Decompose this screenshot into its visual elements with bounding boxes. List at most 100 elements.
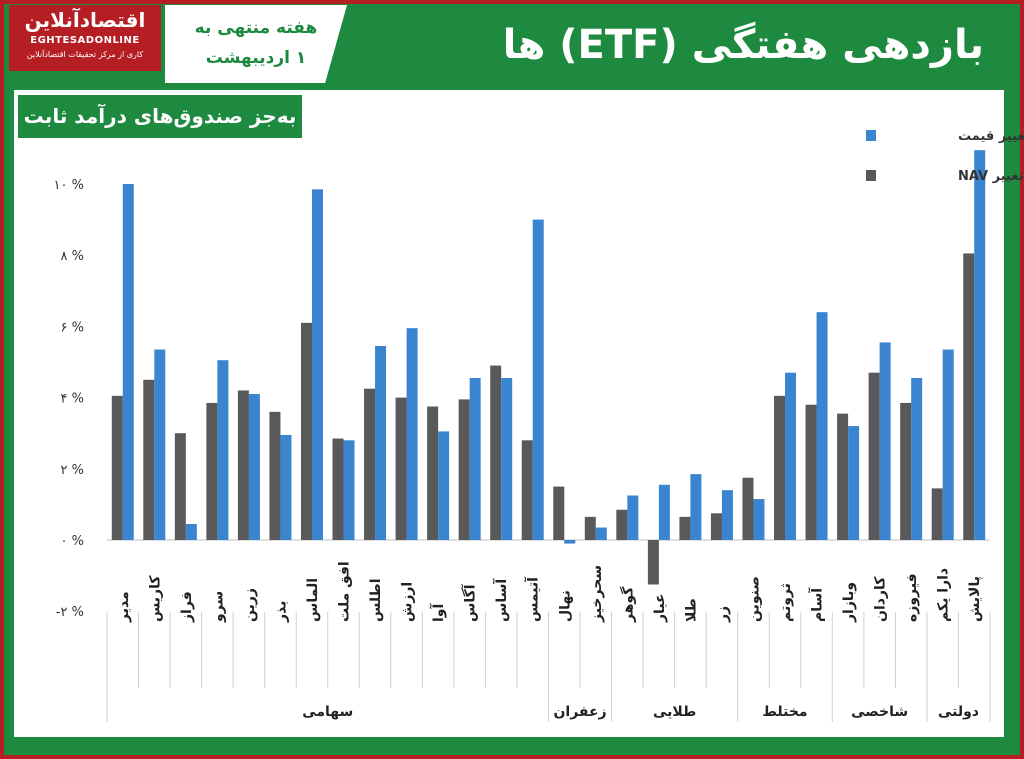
price-bar [848,426,860,540]
category-label: مدیر [116,591,132,623]
category-label: فراز [179,591,195,623]
category-label: وبازار [841,582,857,623]
y-tick-label: ۱۰ % [54,178,84,193]
nav-bar [364,388,376,540]
category-label: ثروتم [778,583,794,622]
nav-bar [521,440,533,540]
price-bar [690,474,702,540]
nav-bar [553,486,565,540]
category-label: آساس [492,578,510,622]
category-label: پالایش [967,576,983,622]
logo-site: EGHTESADONLINE [30,35,140,46]
logo-name: اقتصادآنلاین [24,8,146,32]
week-line1: هفته منتهی به [194,18,318,38]
price-bar [438,431,450,540]
y-tick-label: ۰ % [61,534,84,549]
nav-bar [174,433,186,540]
price-bar [879,342,891,540]
group-label: طلایی [653,704,696,720]
group-label: سهامی [302,704,353,720]
price-bar [785,372,797,540]
price-bar [469,378,481,540]
price-bar [248,394,260,540]
group-label: شاخصی [851,704,908,720]
nav-bar [616,509,628,540]
price-bar [942,349,954,540]
nav-bar [332,438,344,540]
legend-swatch [866,170,876,181]
price-bar [595,527,607,540]
nav-bar [111,395,123,540]
category-label: فیروزه [904,573,920,622]
category-label: طلا [683,598,699,622]
nav-bar [395,397,407,540]
nav-bar [269,411,281,540]
price-bar [311,189,323,540]
nav-bar [774,395,786,540]
price-bar [280,434,292,540]
price-bar [343,440,355,540]
week-badge: هفته منتهی به ۱ اردیبهشت [165,5,347,83]
category-label: نهال [557,590,573,622]
category-label: آوا [429,602,447,622]
category-label: دارا یکم [936,568,952,622]
y-tick-label: -۲ % [56,605,84,620]
price-bar [501,378,513,540]
category-label: آتیمس [524,576,542,622]
category-label: صنوین [746,576,762,622]
nav-bar [427,406,439,540]
price-bar [406,328,418,540]
week-line2: ۱ اردیبهشت [205,48,307,68]
price-bar [911,378,923,540]
nav-bar [805,404,817,540]
nav-bar [647,540,659,585]
group-label: مختلط [762,704,807,720]
nav-bar [963,253,975,541]
price-bar [658,484,670,540]
nav-bar [679,516,691,540]
price-bar [721,490,733,540]
price-bar [532,219,544,540]
nav-bar [710,513,722,540]
nav-bar [868,372,880,540]
category-label: افق ملت [337,561,353,622]
category-label: گوهر [619,586,636,623]
price-bar [375,345,387,540]
price-bar [217,360,229,540]
category-label: اطلس [368,579,384,623]
nav-bar [458,399,470,540]
nav-bar [742,477,754,540]
category-label: زرین [242,588,258,622]
legend-swatch [866,130,876,141]
price-bar [122,184,134,540]
nav-bar [931,488,943,540]
category-label: بذر [273,601,289,623]
group-label: زعفران [553,704,606,720]
y-tick-label: ۸ % [61,249,84,264]
category-label: الماس [305,578,321,622]
category-label: سرو [210,591,226,623]
category-label: ارزش [400,582,416,622]
category-label: آگاس [461,583,479,622]
nav-bar [837,413,849,540]
price-bar [627,495,639,540]
nav-bar [143,379,155,540]
logo-tagline: کاری از مرکز تحقیقات اقتصادآنلاین [26,50,144,59]
legend-label: تغییر قیمت [958,129,1024,144]
category-label: کاریس [147,575,163,622]
category-label: زر [715,606,731,623]
nav-bar [206,402,218,540]
category-label: کاردان [873,576,889,622]
category-label: سحرخیز [589,565,605,623]
nav-bar [584,516,596,540]
price-bar [974,150,986,540]
y-tick-label: ۶ % [61,320,84,335]
category-label: آسام [808,587,826,622]
nav-bar [300,322,312,540]
nav-bar [237,390,249,540]
price-bar [185,523,197,540]
nav-bar [490,365,502,540]
price-bar [154,349,166,540]
y-tick-label: ۲ % [61,463,84,478]
